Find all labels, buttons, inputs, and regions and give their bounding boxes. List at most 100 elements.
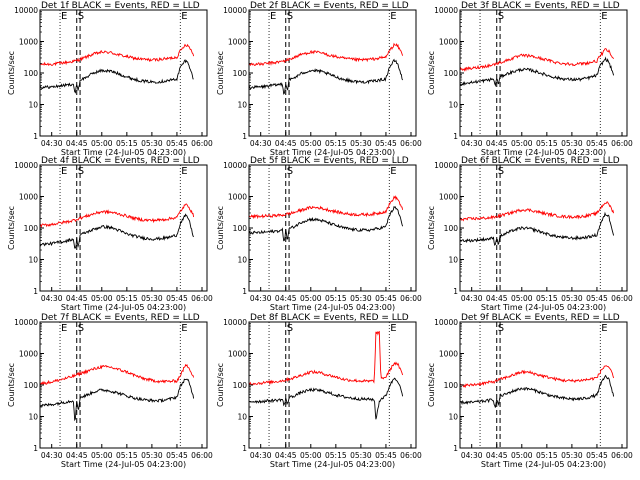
x-tick-label: 05:30 [350,451,372,460]
y-axis-label: Counts/sec [7,363,16,407]
y-tick-label: 10000 [14,318,38,327]
x-tick-label: 05:30 [141,451,163,460]
y-tick-label: 1 [242,444,247,453]
y-tick-label: 1 [453,444,458,453]
panel-title: Det 3f BLACK = Events, RED = LLD [461,1,620,11]
panel-title: Det 6f BLACK = Events, RED = LLD [461,156,620,166]
x-tick-label: 05:15 [116,139,138,148]
x-tick-label: 04:30 [461,139,483,148]
x-tick-label: 05:00 [511,294,533,303]
y-tick-label: 1 [33,444,38,453]
lld-series-line [39,43,195,67]
x-tick-label: 04:45 [275,139,297,148]
y-tick-label: 1000 [19,350,38,359]
panel-title: Det 1f BLACK = Events, RED = LLD [41,1,200,11]
lld-series-line [459,201,615,222]
y-tick-label: 10 [448,256,458,265]
x-tick-label: 04:45 [486,139,508,148]
marker-label: S [498,166,504,177]
x-tick-label: 05:45 [375,139,397,148]
events-series-line [459,211,615,246]
x-axis-label: Start Time (24-Jul-05 04:23:00) [270,460,395,469]
y-tick-label: 1000 [228,350,247,359]
x-tick-label: 05:00 [91,451,113,460]
x-axis-label: Start Time (24-Jul-05 04:23:00) [61,148,186,157]
plot-frame [248,9,417,137]
x-tick-label: 04:30 [41,451,63,460]
x-tick-label: 05:15 [325,139,347,148]
events-series-line [39,213,194,249]
marker-label: E [61,166,67,177]
marker-label: E [390,323,396,334]
y-tick-label: 10 [237,413,247,422]
marker-label: E [270,11,276,22]
plot-frame [39,9,208,137]
x-axis-label: Start Time (24-Jul-05 04:23:00) [270,148,395,157]
x-tick-label: 05:00 [300,139,322,148]
x-tick-label: 05:45 [375,451,397,460]
panel-title: Det 5f BLACK = Events, RED = LLD [250,156,409,166]
y-tick-label: 10000 [434,161,458,170]
lld-series-line [459,48,614,72]
y-tick-label: 1000 [439,193,458,202]
x-tick-label: 04:30 [250,139,272,148]
lld-series-line [39,363,195,386]
events-series-line [248,377,404,420]
lld-series-line [459,365,615,389]
y-tick-label: 10 [28,256,38,265]
x-tick-label: 05:30 [350,139,372,148]
x-tick-label: 04:45 [66,294,88,303]
y-tick-label: 1000 [439,38,458,47]
x-tick-label: 05:30 [561,139,583,148]
y-tick-label: 100 [24,69,39,78]
marker-label: E [181,11,187,22]
x-tick-label: 05:15 [116,294,138,303]
x-tick-label: 06:00 [400,294,422,303]
lld-series-line [248,195,404,220]
lld-series-line [39,203,195,229]
marker-label: S [287,11,293,22]
x-tick-label: 05:45 [586,451,608,460]
y-tick-label: 100 [444,224,459,233]
x-tick-label: 05:45 [586,294,608,303]
marker-label: S [287,323,293,334]
x-tick-label: 05:00 [300,451,322,460]
y-tick-label: 10000 [14,6,38,15]
y-tick-label: 10 [448,413,458,422]
x-tick-label: 04:45 [275,451,297,460]
x-tick-label: 06:00 [611,294,633,303]
x-tick-label: 06:00 [611,139,633,148]
y-axis-label: Counts/sec [427,51,436,95]
marker-label: S [498,11,504,22]
y-tick-label: 1000 [19,193,38,202]
events-series-line [39,378,195,422]
y-tick-label: 100 [24,224,39,233]
y-tick-label: 10000 [14,161,38,170]
x-tick-label: 05:15 [325,451,347,460]
x-tick-label: 05:45 [166,451,188,460]
plot-frame [248,164,417,292]
y-axis-label: Counts/sec [427,363,436,407]
x-tick-label: 05:30 [141,294,163,303]
x-tick-label: 04:45 [275,294,297,303]
y-tick-label: 100 [444,381,459,390]
y-tick-label: 1000 [228,38,247,47]
x-tick-label: 06:00 [191,139,213,148]
events-series-line [459,374,615,408]
marker-label: E [181,166,187,177]
y-tick-label: 10 [237,101,247,110]
events-series-line [248,58,404,95]
events-series-line [39,58,194,94]
x-tick-label: 04:45 [66,451,88,460]
marker-label: E [61,11,67,22]
y-tick-label: 1000 [19,38,38,47]
y-tick-label: 10000 [434,318,458,327]
x-tick-label: 05:15 [325,294,347,303]
marker-label: E [601,323,607,334]
y-axis-label: Counts/sec [427,206,436,250]
